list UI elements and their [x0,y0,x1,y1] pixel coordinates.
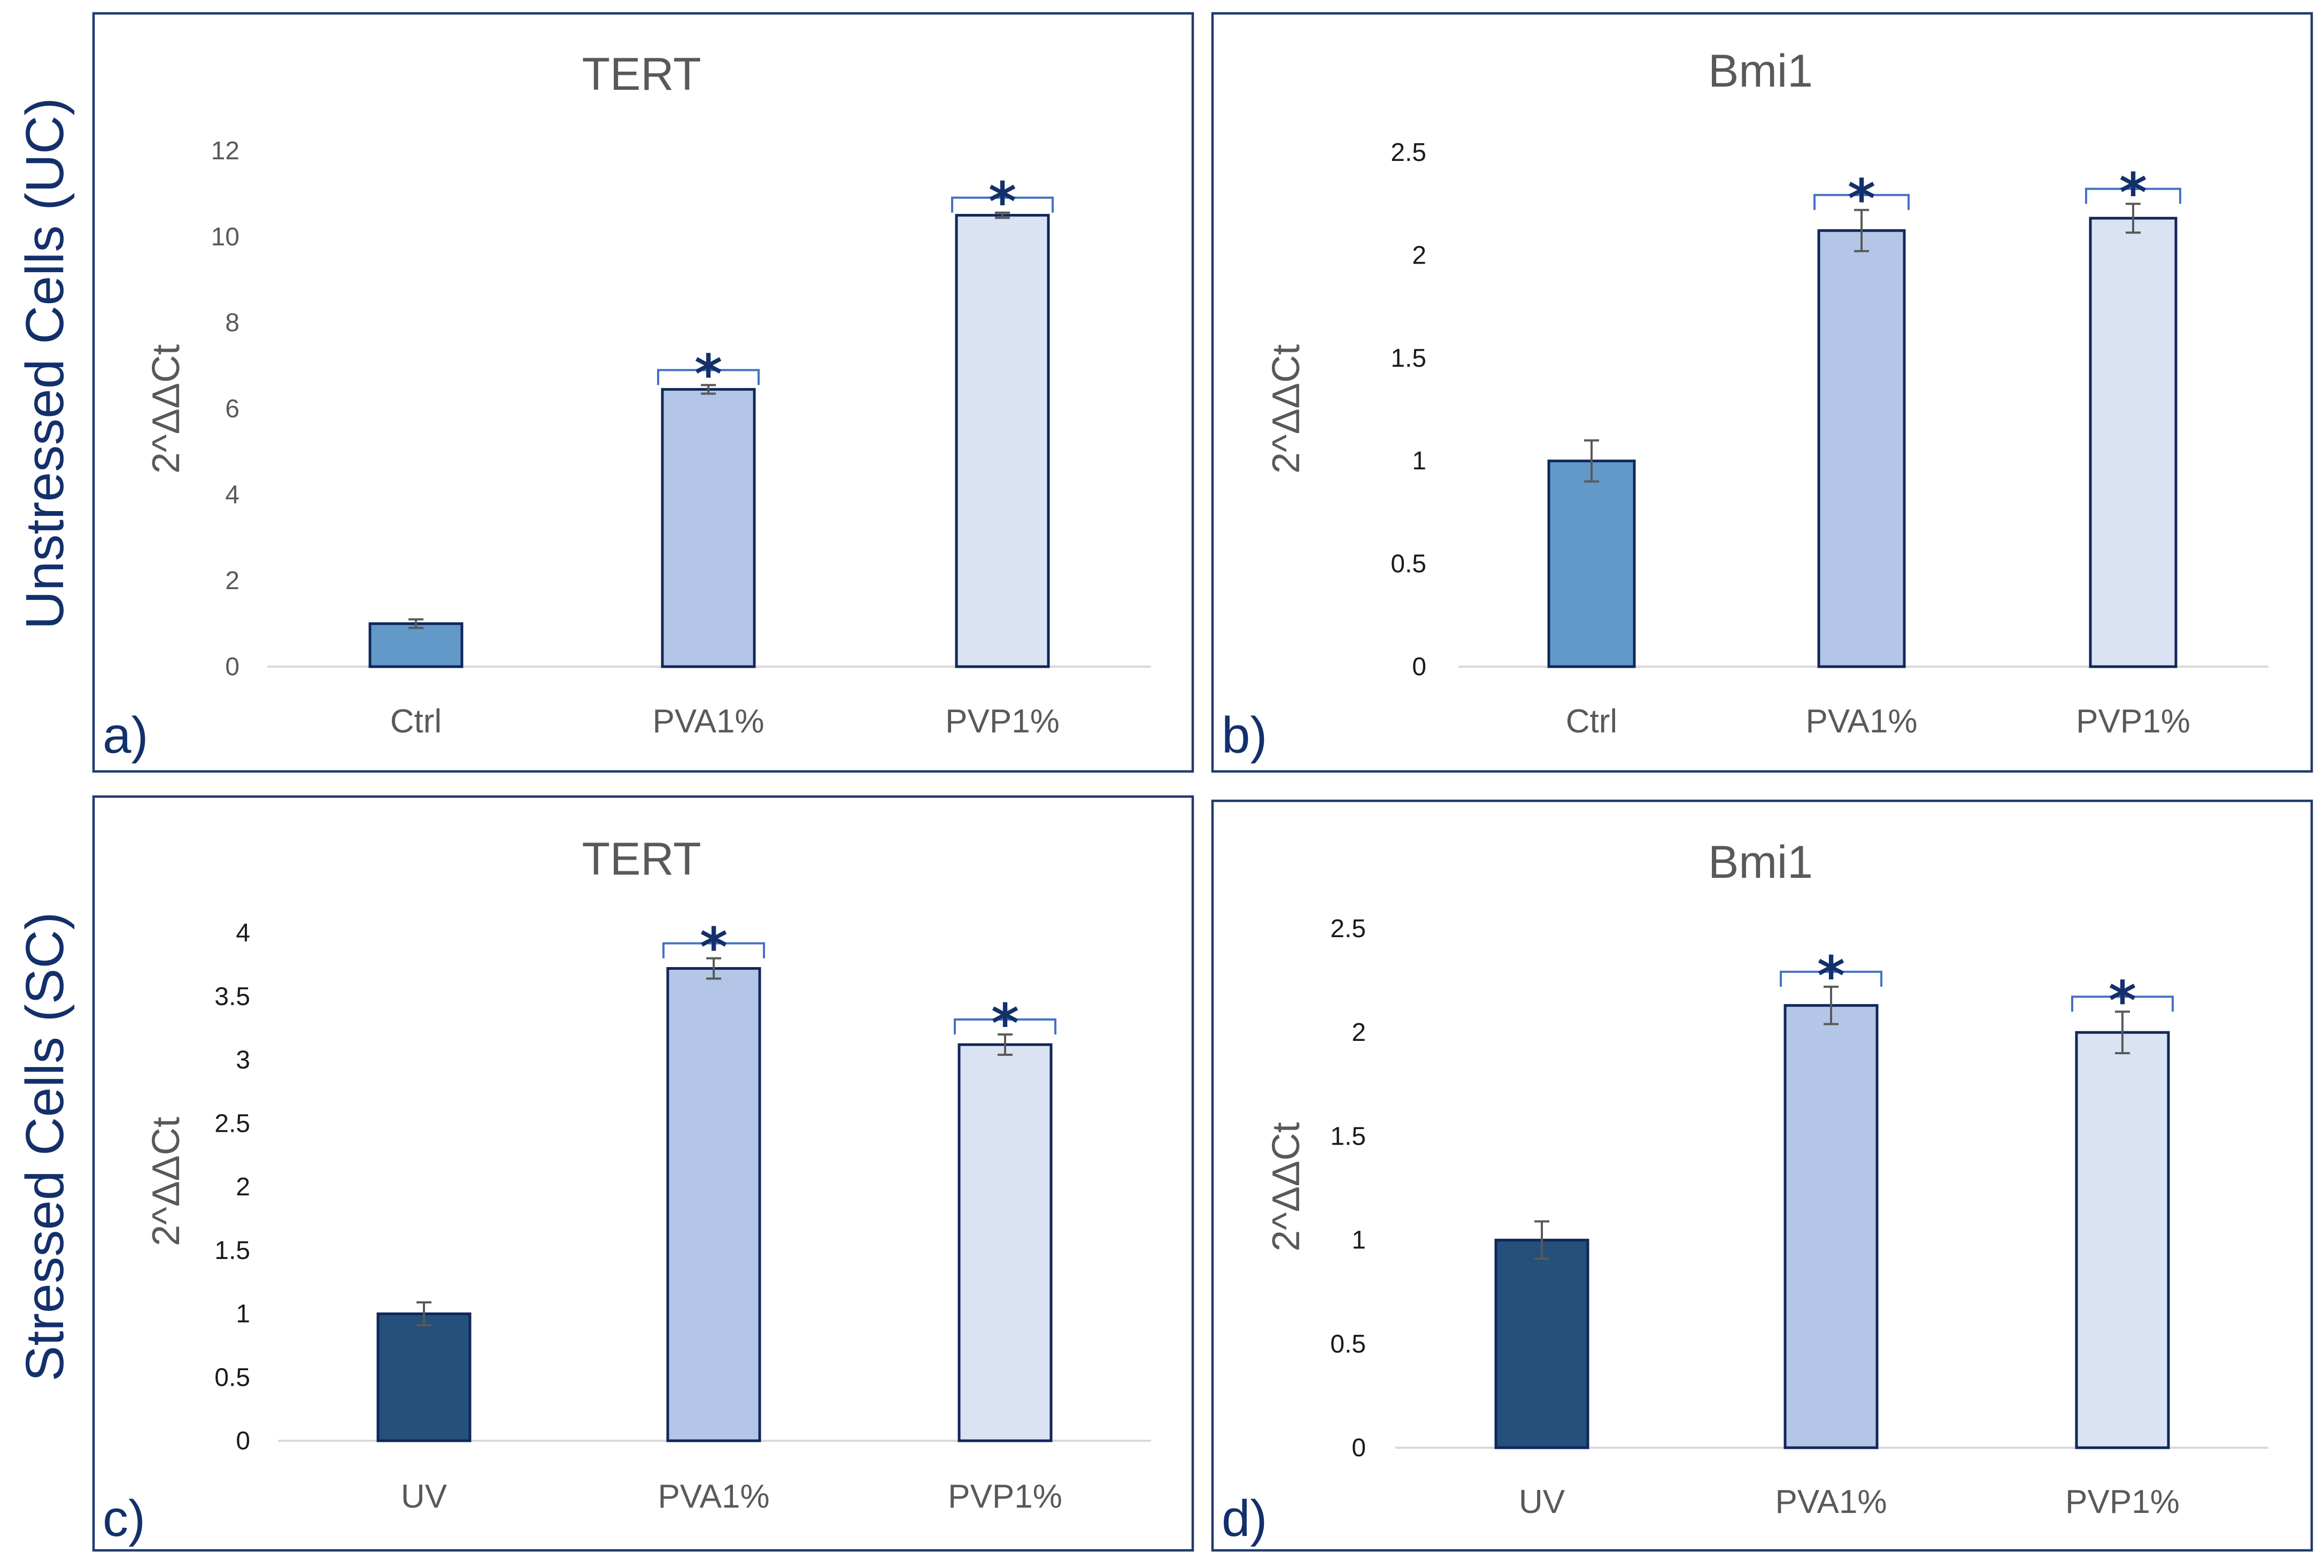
panel-letter: b) [1222,707,1267,764]
y-tick-label: 1 [1412,447,1426,475]
x-tick-label: UV [401,1478,447,1515]
y-tick-label: 4 [225,481,240,509]
x-tick-label: PVP1% [2076,703,2190,740]
chart-title: Bmi1 [1708,45,1813,97]
significance-star: * [2119,161,2147,224]
y-tick-label: 2.5 [214,1109,250,1138]
y-tick-label: 2 [236,1173,250,1201]
panel-b: Bmi1 2^ΔΔCt 0 0.5 1 1.5 2 2.5 Ctrl PVA1% * PVP1% * b) [1211,12,2313,773]
y-tick-label: 2 [1352,1018,1366,1047]
y-tick-label: 0 [1412,653,1426,681]
y-tick-label: 12 [211,137,240,165]
chart-c: TERT 2^ΔΔCt 0 0.5 1 1.5 2 2.5 3 3.5 4 UV PVA1% * PVP1%… [103,833,1151,1547]
y-tick-label: 1 [1352,1226,1366,1255]
y-axis-label: 2^ΔΔCt [1265,344,1308,474]
chart-a: TERT 2^ΔΔCt 0 2 4 6 8 10 12 Ctrl PVA1% * PVP1% * a) [103,49,1151,764]
y-tick-label: 1.5 [1391,344,1426,373]
significance-star: * [989,171,1016,233]
y-tick-label: 1.5 [214,1237,250,1265]
bar-pvp1 [2075,1031,2170,1449]
y-tick-label: 0.5 [214,1363,250,1392]
bar-ctrl [368,622,464,668]
y-tick-label: 0 [236,1427,250,1455]
bar-ctrl [1547,459,1636,668]
bar-pva1 [666,967,761,1442]
y-axis-label: 2^ΔΔCt [145,344,188,474]
significance-bracket [954,1018,1056,1034]
y-tick-label: 1 [236,1300,250,1328]
y-tick-label: 0.5 [1391,550,1426,578]
panel-letter: d) [1222,1490,1267,1547]
significance-bracket [2085,188,2181,204]
significance-bracket [657,369,760,385]
significance-star: * [700,916,728,979]
y-tick-label: 10 [211,223,240,251]
y-tick-label: 3 [236,1046,250,1075]
x-tick-label: PVA1% [1805,703,1917,740]
x-tick-label: PVA1% [652,703,764,740]
y-tick-label: 0 [1352,1434,1366,1462]
significance-bracket [662,942,765,959]
row-label-stressed: Stressed Cells (SC) [15,912,75,1381]
y-tick-label: 2 [225,567,240,595]
x-tick-label: PVA1% [1775,1484,1887,1520]
bar-pva1 [1783,1004,1879,1449]
significance-bracket [2071,995,2174,1012]
significance-star: * [2109,969,2136,1032]
y-axis-label: 2^ΔΔCt [1265,1122,1308,1252]
x-tick-label: PVP1% [945,703,1060,740]
panel-a: TERT 2^ΔΔCt 0 2 4 6 8 10 12 Ctrl PVA1% * PVP1% * a) [92,12,1194,773]
chart-b: Bmi1 2^ΔΔCt 0 0.5 1 1.5 2 2.5 Ctrl PVA1% * PVP1% * b) [1222,45,2268,764]
bar-uv [376,1312,472,1442]
chart-title: TERT [582,833,701,885]
bar-pva1 [661,388,756,668]
y-tick-label: 0 [225,653,240,681]
significance-bracket [1780,970,1882,987]
x-tick-label: PVP1% [948,1478,1062,1515]
panel-letter: a) [103,707,148,764]
chart-title: TERT [582,49,701,100]
row-label-unstressed: Unstressed Cells (UC) [15,98,75,630]
panel-letter: c) [103,1490,145,1547]
y-tick-label: 2.5 [1391,138,1426,167]
bar-pva1 [1817,229,1906,668]
x-tick-label: Ctrl [390,703,442,740]
bar-uv [1494,1239,1589,1449]
significance-star: * [694,343,722,405]
bar-pvp1 [958,1043,1053,1442]
x-tick-label: PVA1% [658,1478,769,1515]
x-tick-label: UV [1519,1484,1565,1520]
y-tick-label: 2 [1412,241,1426,269]
y-axis-label: 2^ΔΔCt [145,1117,188,1246]
significance-bracket [1813,194,1910,210]
panel-d: Bmi1 2^ΔΔCt 0 0.5 1 1.5 2 2.5 UV PVA1% * PVP1% * d) [1211,799,2313,1552]
chart-d: Bmi1 2^ΔΔCt 0 0.5 1 1.5 2 2.5 UV PVA1% * PVP1% * d) [1222,837,2268,1547]
y-tick-label: 0.5 [1330,1330,1366,1358]
significance-star: * [991,992,1019,1055]
x-tick-label: Ctrl [1566,703,1617,740]
y-tick-label: 1.5 [1330,1122,1366,1150]
y-tick-label: 2.5 [1330,915,1366,943]
significance-bracket [951,196,1054,213]
bar-pvp1 [2089,217,2178,668]
significance-star: * [1848,168,1875,230]
significance-star: * [1817,945,1845,1007]
y-tick-label: 3.5 [214,983,250,1011]
y-tick-label: 8 [225,309,240,337]
y-tick-label: 4 [236,919,250,947]
bar-pvp1 [955,214,1050,668]
panel-c: TERT 2^ΔΔCt 0 0.5 1 1.5 2 2.5 3 3.5 4 UV PVA1% * PVP1%… [92,795,1194,1552]
x-tick-label: PVP1% [2065,1484,2180,1520]
y-tick-label: 6 [225,395,240,423]
chart-title: Bmi1 [1708,837,1813,888]
